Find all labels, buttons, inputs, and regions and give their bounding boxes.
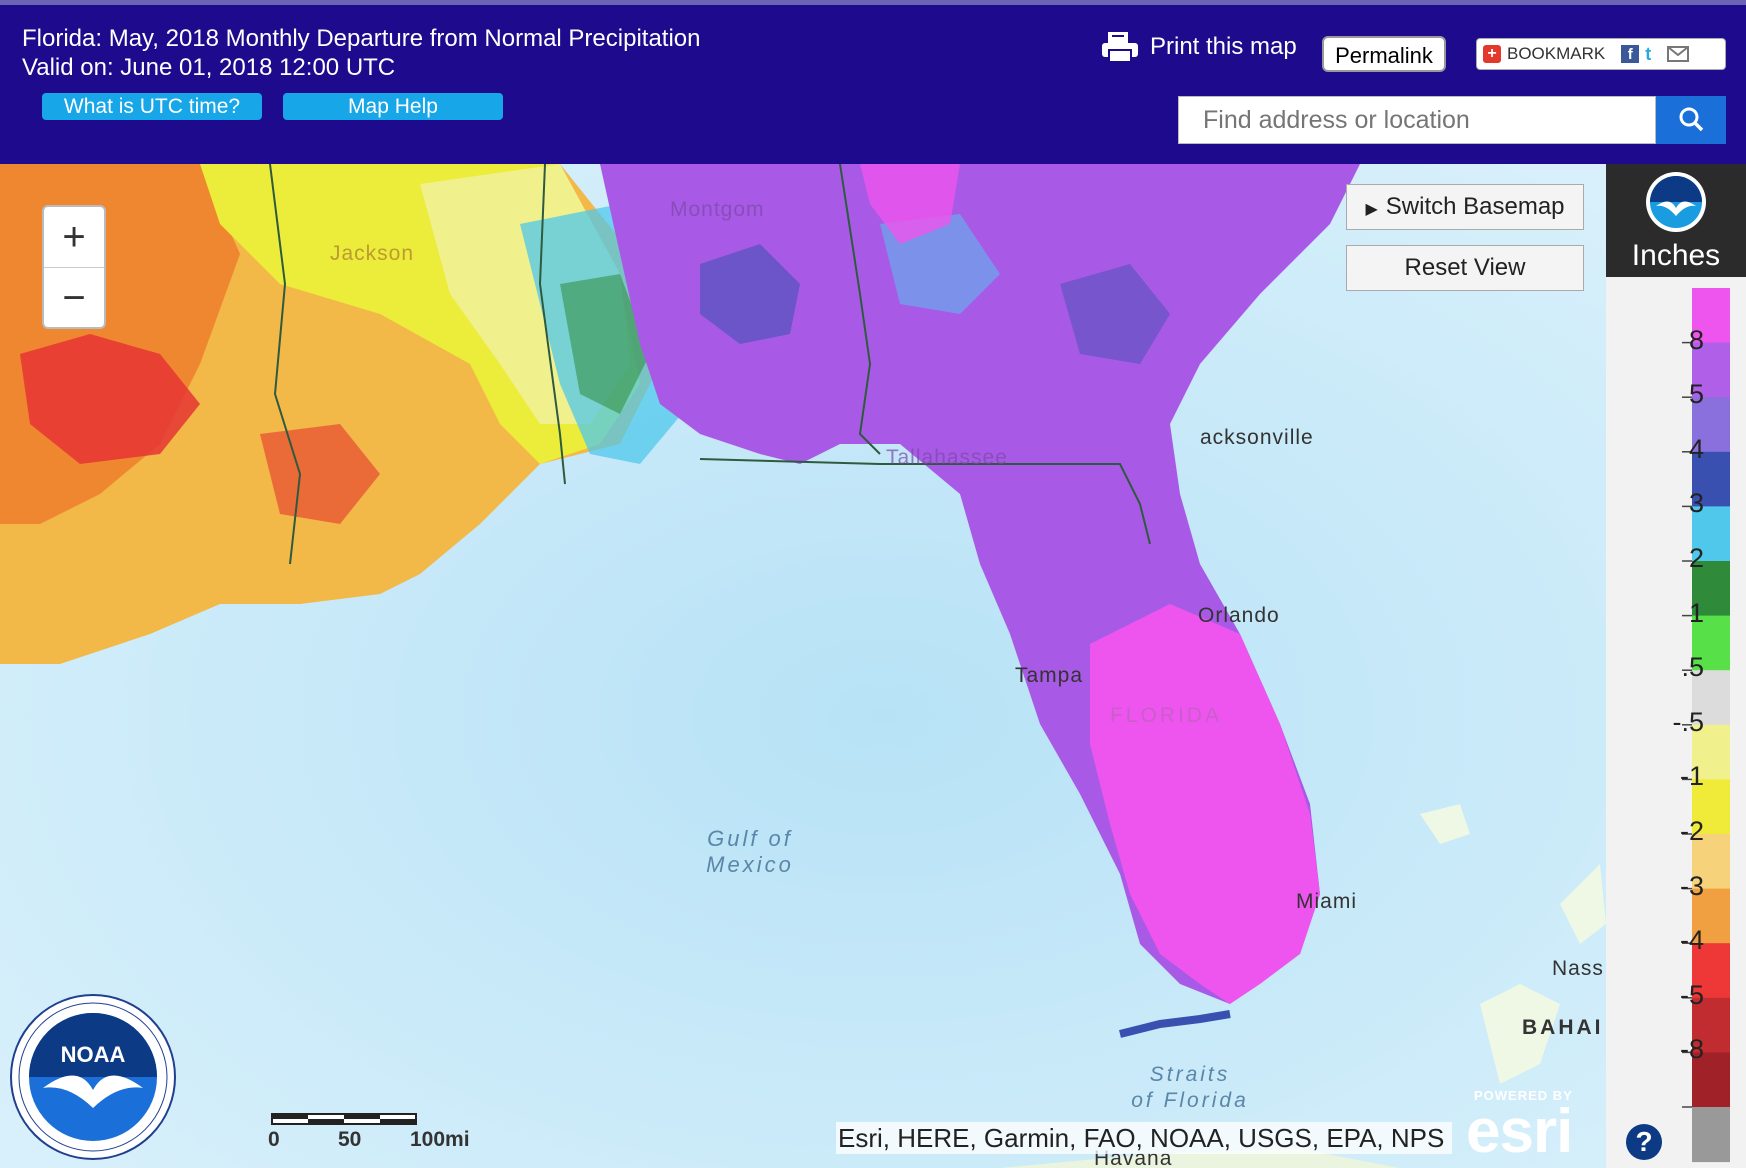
scale-bar: [271, 1113, 417, 1125]
bookmark-label: BOOKMARK: [1507, 44, 1606, 63]
legend-panel: Inches: [1606, 164, 1746, 1168]
city-label-jacksonville: acksonville: [1200, 426, 1314, 449]
legend-swatch: [1692, 943, 1730, 999]
expand-triangle-icon: ▶: [1365, 201, 1378, 218]
search-button[interactable]: [1656, 96, 1726, 144]
country-label-bahamas: BAHAI: [1522, 1016, 1604, 1039]
legend-label: 2: [1688, 543, 1704, 573]
state-label-florida: FLORIDA: [1110, 704, 1223, 727]
map-canvas[interactable]: acksonville Orlando Tampa Miami Nass BAH…: [0, 164, 1606, 1168]
gulf-label-line-2: Mexico: [706, 852, 794, 877]
title-line-1: Florida: May, 2018 Monthly Departure fro…: [22, 25, 701, 52]
legend-label: 1: [1688, 597, 1704, 628]
legend-label: 4: [1688, 433, 1704, 464]
legend-swatch: [1692, 724, 1730, 780]
city-label-miami: Miami: [1296, 890, 1357, 913]
city-label-jackson: Jackson: [330, 242, 415, 265]
map-help-button[interactable]: Map Help: [283, 93, 503, 120]
zoom-control: + −: [42, 205, 106, 329]
legend-label: -3: [1679, 870, 1704, 901]
legend-label: -1: [1679, 761, 1704, 792]
legend-swatch: [1692, 1107, 1730, 1163]
email-icon[interactable]: [1667, 46, 1690, 62]
scale-label-50: 50: [338, 1128, 362, 1151]
legend-swatch: [1692, 506, 1730, 562]
page-title: Florida: May, 2018 Monthly Departure fro…: [22, 24, 701, 82]
legend-label: -.5: [1672, 706, 1704, 737]
legend-help-icon[interactable]: ?: [1626, 1124, 1662, 1160]
gulf-label-line-1: Gulf of: [707, 826, 793, 851]
legend-swatch: [1692, 615, 1730, 671]
legend-swatch: [1692, 342, 1730, 398]
city-label-nassau: Nass: [1552, 957, 1604, 980]
legend-swatch: [1692, 288, 1730, 344]
straits-of-florida-label: Straits of Florida: [1120, 1062, 1260, 1114]
legend-label: .5: [1681, 652, 1704, 683]
legend-label: -2: [1679, 816, 1704, 846]
esri-logo[interactable]: esri: [1466, 1097, 1573, 1166]
legend-unit-label: Inches: [1631, 239, 1721, 272]
scale-label-100: 100mi: [410, 1128, 470, 1151]
legend-swatch: [1692, 834, 1730, 890]
city-label-orlando: Orlando: [1198, 604, 1280, 627]
legend-label: -5: [1679, 979, 1704, 1010]
legend-label: -8: [1679, 1034, 1704, 1065]
powered-by-label: POWERED BY: [1474, 1088, 1573, 1103]
zoom-out-button[interactable]: −: [62, 276, 86, 320]
legend-label: -4: [1679, 925, 1704, 956]
reset-view-button[interactable]: Reset View: [1346, 245, 1584, 291]
noaa-logo-text: NOAA: [61, 1042, 126, 1067]
straits-label-line-2: of Florida: [1131, 1089, 1249, 1112]
header-bar: Florida: May, 2018 Monthly Departure fro…: [0, 0, 1746, 164]
legend-swatch: [1692, 997, 1730, 1053]
city-label-montgomery: Montgom: [670, 198, 765, 221]
title-line-2: Valid on: June 01, 2018 12:00 UTC: [22, 54, 396, 81]
legend-header: Inches: [1606, 164, 1746, 277]
legend-swatch: [1692, 779, 1730, 835]
legend-label: 5: [1688, 379, 1704, 410]
zoom-in-button[interactable]: +: [44, 207, 104, 268]
legend-swatch: [1692, 888, 1730, 944]
legend-swatch: [1692, 561, 1730, 617]
legend-swatch: [1692, 451, 1730, 507]
twitter-icon[interactable]: t: [1645, 44, 1652, 64]
bookmark-button[interactable]: + BOOKMARK f t: [1476, 38, 1726, 70]
printer-icon: [1102, 32, 1138, 63]
city-label-tallahassee: Tallahassee: [886, 446, 1008, 469]
legend-label: 8: [1688, 324, 1704, 355]
legend-color-bar: [1682, 288, 1730, 1163]
search-icon: [1679, 107, 1704, 132]
city-label-tampa: Tampa: [1015, 664, 1084, 687]
utc-time-button[interactable]: What is UTC time?: [42, 93, 262, 120]
straits-label-line-1: Straits: [1149, 1063, 1231, 1086]
switch-basemap-label: Switch Basemap: [1385, 193, 1565, 220]
print-map-label: Print this map: [1150, 33, 1297, 60]
facebook-icon[interactable]: f: [1621, 45, 1640, 63]
switch-basemap-button[interactable]: ▶ Switch Basemap: [1346, 184, 1584, 230]
map-attribution: Esri, HERE, Garmin, FAO, NOAA, USGS, EPA…: [836, 1122, 1452, 1154]
print-map-button[interactable]: Print this map: [1100, 30, 1297, 64]
legend-label: 3: [1688, 488, 1704, 519]
tab-strip: [0, 0, 1746, 5]
search-input[interactable]: [1178, 96, 1656, 144]
gulf-of-mexico-label: Gulf of Mexico: [680, 826, 820, 878]
noaa-logo: NOAA: [10, 994, 176, 1160]
scale-label-0: 0: [268, 1128, 280, 1151]
legend-swatch: [1692, 1052, 1730, 1108]
noaa-small-icon: [1646, 172, 1706, 232]
precipitation-map-layer: [0, 164, 1606, 1168]
permalink-button[interactable]: Permalink: [1322, 36, 1446, 72]
legend-swatch: [1692, 397, 1730, 453]
bookmark-plus-icon: +: [1483, 45, 1501, 63]
legend-swatch: [1692, 670, 1730, 726]
